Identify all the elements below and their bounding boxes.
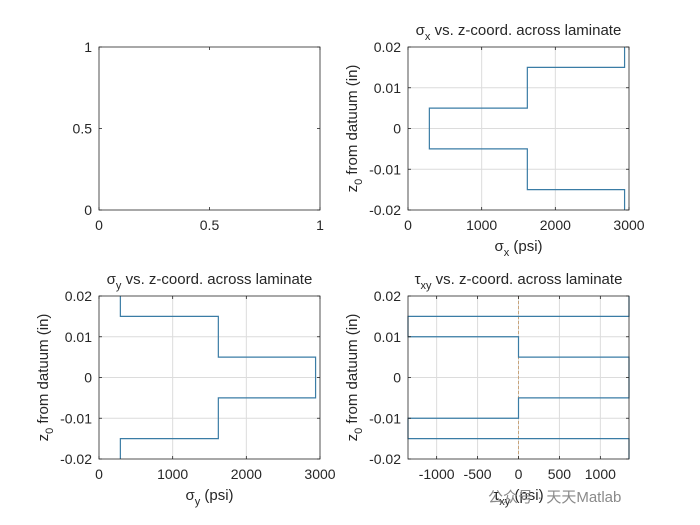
x-tick-label: 0.5 (200, 217, 220, 233)
x-tick-label: 0 (404, 217, 412, 233)
title-text: vs. z-coord. across laminate (121, 271, 312, 288)
y-tick-label: 0 (84, 202, 92, 218)
x-tick-label: 3000 (304, 466, 335, 482)
y-tick-label: 0.02 (374, 288, 401, 304)
x-tick-label: 1000 (585, 466, 616, 482)
y-tick-label: 0.01 (65, 329, 92, 345)
xlabel-text: (psi) (509, 238, 542, 255)
subplot-1: 0 0.5 1 0 0.5 1 (73, 39, 325, 233)
y-tick-label: -0.01 (60, 410, 92, 426)
title-symbol: τ (415, 271, 421, 288)
y-tick-label: 1 (84, 39, 92, 55)
chart-title: σy vs. z-coord. across laminate (107, 271, 313, 292)
subplot-4: -1000 -500 0 500 1000 -0.02 -0.01 0 0.01 0.02 τxy … (344, 271, 630, 508)
x-tick-label: -500 (464, 466, 492, 482)
x-tick-label: 500 (548, 466, 572, 482)
y-tick-label: 0.02 (65, 288, 92, 304)
xlabel-subscript: x (504, 247, 510, 259)
x-tick-label: 3000 (613, 217, 644, 233)
ylabel-prefix: z (344, 185, 361, 193)
ylabel-text: from datuum (in) (35, 314, 52, 428)
ylabel-prefix: z (35, 434, 52, 442)
ylabel-prefix: z (344, 434, 361, 442)
y-tick-label: -0.02 (369, 451, 401, 467)
x-tick-label: 2000 (540, 217, 571, 233)
ylabel-subscript: 0 (44, 428, 56, 434)
x-tick-label: 1 (316, 217, 324, 233)
y-tick-label: 0 (393, 370, 401, 386)
y-tick-label: -0.01 (369, 410, 401, 426)
title-subscript: x (425, 31, 431, 43)
y-tick-label: -0.02 (60, 451, 92, 467)
ylabel-text: from datuum (in) (344, 65, 361, 179)
xlabel-subscript: y (195, 496, 201, 508)
title-text: vs. z-coord. across laminate (432, 271, 623, 288)
ylabel-text: from datuum (in) (344, 314, 361, 428)
series-line-1 (119, 296, 317, 459)
xlabel-symbol: τ (493, 487, 499, 504)
y-axis-label: z0 from datuum (in) (35, 314, 56, 442)
y-axis-label: z0 from datuum (in) (344, 65, 365, 193)
title-subscript: xy (421, 280, 433, 292)
ylabel-subscript: 0 (353, 179, 365, 185)
y-tick-label: 0.02 (374, 39, 401, 55)
x-tick-label: 0 (515, 466, 523, 482)
xlabel-text: (psi) (510, 487, 543, 504)
y-tick-label: 0 (84, 370, 92, 386)
x-axis-label: σy (psi) (185, 487, 233, 508)
x-tick-label: 0 (95, 217, 103, 233)
x-tick-label: 1000 (466, 217, 497, 233)
xlabel-symbol: σ (185, 487, 195, 504)
x-tick-label: -1000 (419, 466, 455, 482)
title-symbol: σ (107, 271, 117, 288)
xlabel-subscript: xy (499, 496, 511, 508)
subplots: 0 0.5 1 0 0.5 1 0 1000 2000 3000 -0.02 -0.01 0 0.01 0.… (35, 22, 645, 508)
x-tick-label: 1000 (157, 466, 188, 482)
x-tick-label: 2000 (231, 466, 262, 482)
y-tick-label: -0.01 (369, 161, 401, 177)
xlabel-symbol: σ (494, 238, 504, 255)
y-tick-label: 0.01 (374, 329, 401, 345)
title-text: vs. z-coord. across laminate (430, 22, 621, 39)
watermark: 公众号 · 天天Matlab (488, 489, 621, 506)
xlabel-text: (psi) (200, 487, 233, 504)
y-tick-label: -0.02 (369, 202, 401, 218)
chart-title: σx vs. z-coord. across laminate (416, 22, 622, 43)
chart-title: τxy vs. z-coord. across laminate (415, 271, 623, 292)
y-tick-label: 0 (393, 121, 401, 137)
series-line-1 (428, 47, 626, 210)
ylabel-subscript: 0 (353, 428, 365, 434)
x-axis-label: τxy (psi) (493, 487, 543, 508)
y-axis-label: z0 from datuum (in) (344, 314, 365, 442)
y-tick-label: 0.01 (374, 80, 401, 96)
title-subscript: y (116, 280, 122, 292)
title-symbol: σ (416, 22, 426, 39)
x-tick-label: 0 (95, 466, 103, 482)
x-axis-label: σx (psi) (494, 238, 542, 259)
y-tick-label: 0.5 (73, 121, 93, 137)
